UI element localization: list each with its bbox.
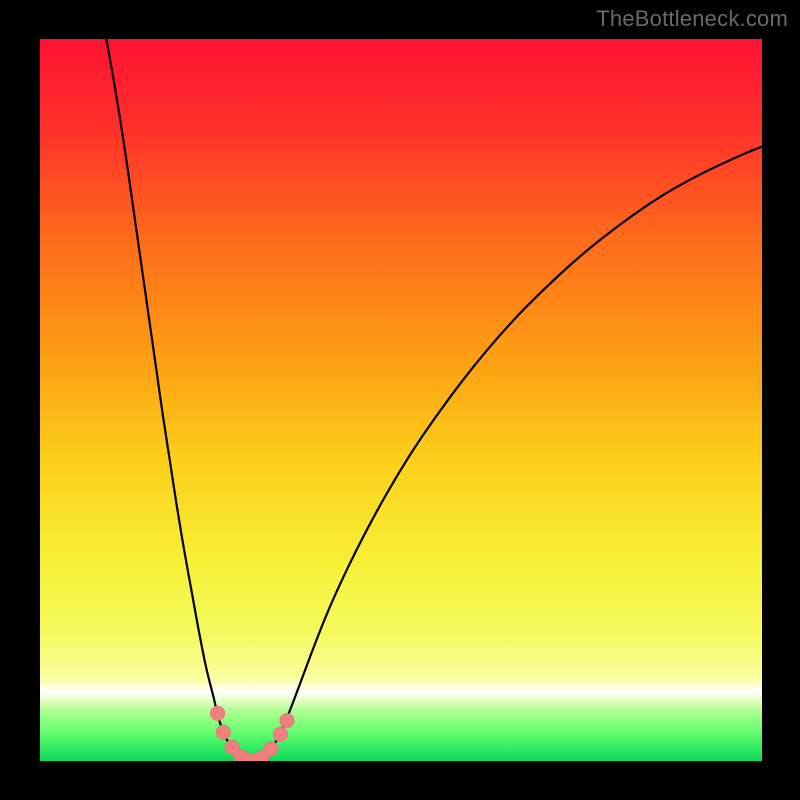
chart-background <box>40 39 762 761</box>
chart-svg <box>40 39 762 761</box>
marker-dot <box>216 725 230 739</box>
marker-dot <box>280 713 294 727</box>
marker-dot <box>273 727 287 741</box>
marker-dot <box>210 706 224 720</box>
watermark-label: TheBottleneck.com <box>596 6 788 32</box>
chart-panel <box>40 39 762 761</box>
marker-dot <box>264 742 278 756</box>
